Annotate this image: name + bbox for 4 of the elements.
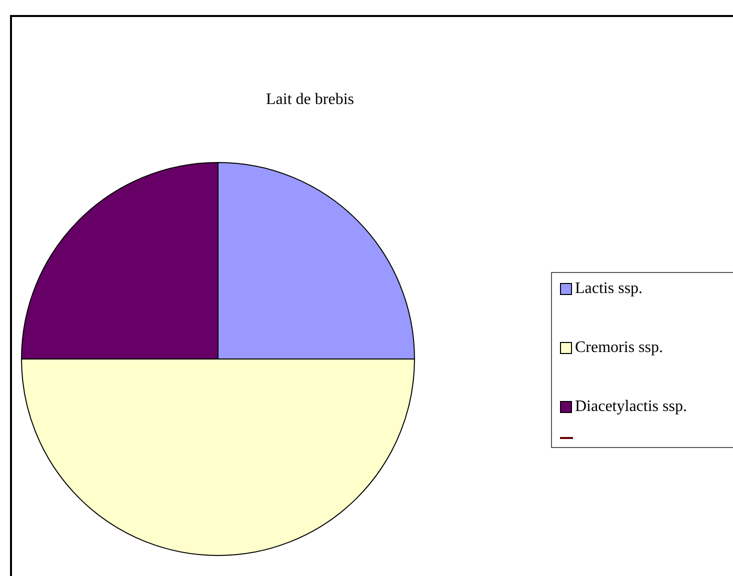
legend-label: Cremoris ssp.	[575, 339, 663, 357]
legend-label: Diacetylactis ssp.	[575, 398, 687, 416]
chart-title: Lait de brebis	[266, 91, 354, 109]
legend-label: Lactis ssp.	[575, 280, 643, 298]
